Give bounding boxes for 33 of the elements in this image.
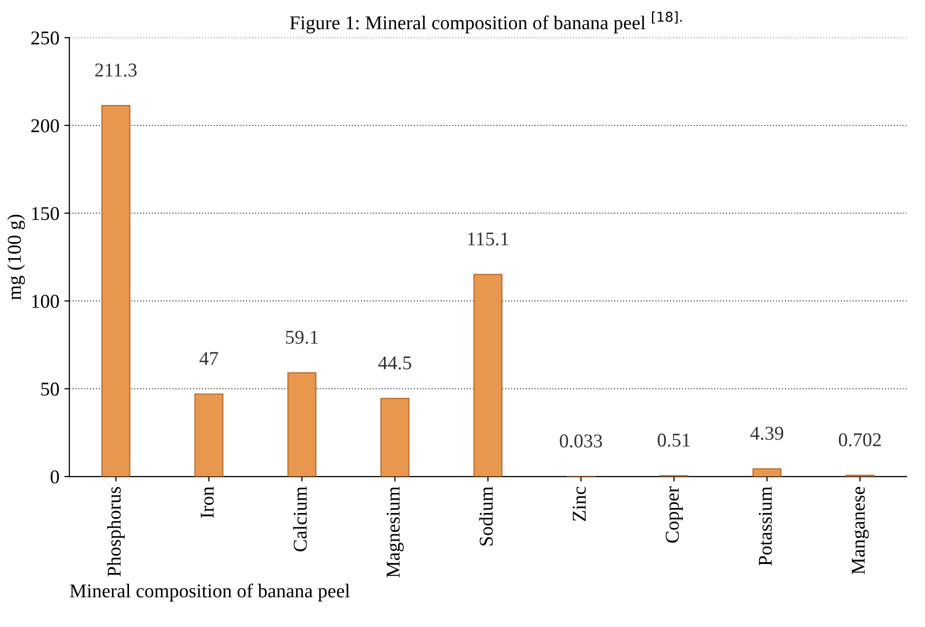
data-label: 59.1 [286,330,318,344]
y-tick-label: 100 [32,294,59,308]
bar [287,372,316,477]
bar [752,468,782,477]
data-label: 44.5 [378,356,412,370]
data-label: 0.702 [838,433,881,446]
data-label: 47 [200,352,218,365]
data-label: 0.51 [658,434,690,447]
bar [380,398,410,477]
x-tick-label: Magnesium [386,486,404,578]
x-tick-label: Zinc [572,486,586,521]
y-tick-label: 150 [32,206,59,220]
data-label: 4.39 [750,426,784,440]
data-label: 211.3 [95,64,137,77]
x-tick-label: Manganese [852,486,869,574]
x-tick-label: Calcium [293,486,307,552]
y-tick-label: 0 [50,470,59,484]
x-axis-title: Mineral composition of banana peel [70,584,350,602]
x-tick-label: Potassium [758,486,772,566]
y-tick-label: 250 [31,31,59,45]
y-axis-title: mg (100 g) [7,214,25,300]
x-tick-label: Phosphorus [107,486,125,576]
data-label: 115.1 [468,232,508,246]
bar [473,274,502,477]
chart-title: Figure 1: Mineral composition of banana peel $^{[18].}$ [290,11,682,34]
data-label: 0.033 [560,434,602,448]
y-tick-label: 200 [31,119,59,132]
x-tick-label: Iron [200,486,214,518]
bar [101,105,130,477]
x-tick-label: Sodium [479,486,493,546]
x-tick-label: Copper [666,486,683,543]
bar [194,393,224,477]
y-tick-label: 50 [41,382,59,396]
